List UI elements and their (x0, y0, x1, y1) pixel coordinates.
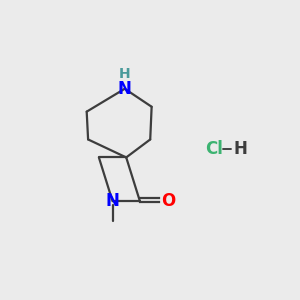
Text: O: O (162, 192, 176, 210)
Text: Cl: Cl (205, 140, 223, 158)
Text: N: N (118, 80, 132, 98)
Text: N: N (106, 192, 119, 210)
Text: H: H (233, 140, 248, 158)
Text: H: H (119, 67, 130, 81)
